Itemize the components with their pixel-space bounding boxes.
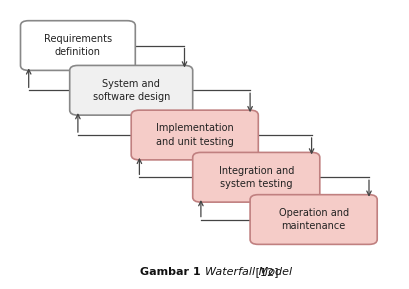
FancyBboxPatch shape <box>131 110 258 160</box>
Text: Waterfall Model: Waterfall Model <box>204 267 292 277</box>
Text: [12]: [12] <box>252 267 278 277</box>
Text: Operation and
maintenance: Operation and maintenance <box>278 208 348 231</box>
Text: Integration and
system testing: Integration and system testing <box>218 166 293 189</box>
FancyBboxPatch shape <box>192 152 319 202</box>
FancyBboxPatch shape <box>20 21 135 71</box>
Text: Gambar 1: Gambar 1 <box>140 267 204 277</box>
Text: Implementation
and unit testing: Implementation and unit testing <box>155 123 233 147</box>
Text: System and
software design: System and software design <box>92 79 169 102</box>
FancyBboxPatch shape <box>70 65 192 115</box>
FancyBboxPatch shape <box>249 195 376 244</box>
Text: Requirements
definition: Requirements definition <box>44 34 112 57</box>
